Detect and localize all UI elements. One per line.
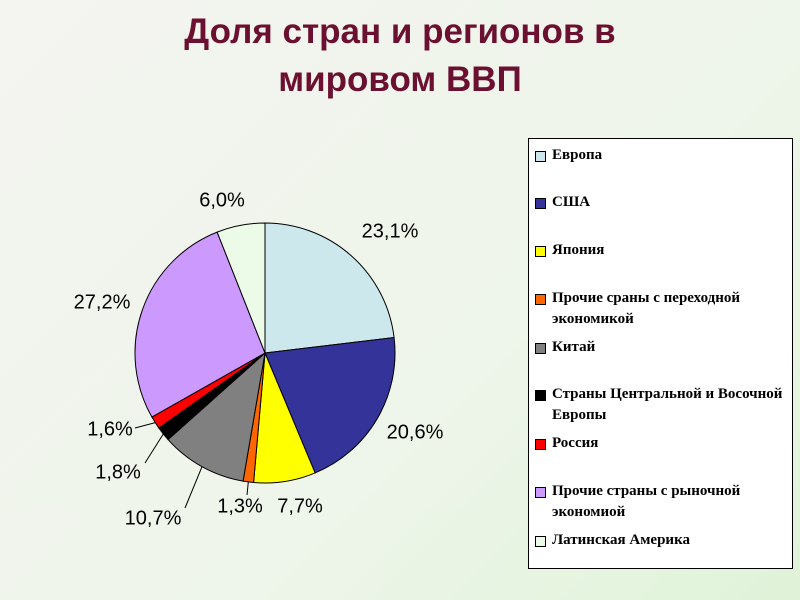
legend-swatch bbox=[535, 439, 546, 450]
legend-label: Европа bbox=[552, 147, 603, 163]
legend-label: Китай bbox=[552, 339, 596, 355]
data-label: 6,0% bbox=[199, 189, 245, 211]
legend-entry: Латинская Америка bbox=[535, 530, 785, 551]
legend-entry: Страны Центральной и Восочной Европы bbox=[535, 384, 785, 426]
legend-swatch bbox=[535, 487, 546, 498]
legend: Европа США Япония Прочие сраны с переходной… bbox=[528, 138, 793, 569]
leader-line bbox=[246, 481, 249, 496]
leader-line bbox=[144, 433, 164, 464]
data-label: 1,3% bbox=[217, 495, 263, 517]
legend-label: США bbox=[552, 194, 591, 210]
data-label: 10,7% bbox=[125, 507, 182, 529]
pie-slice bbox=[134, 231, 266, 418]
data-label: 27,2% bbox=[74, 291, 131, 313]
legend-label: Страны Центральной и Восочной Европы bbox=[552, 386, 783, 423]
legend-entry: Япония bbox=[535, 240, 785, 261]
data-label: 1,6% bbox=[87, 418, 133, 440]
legend-entry: Прочие страны с рыночной экономиой bbox=[535, 481, 785, 523]
pie-slice bbox=[216, 222, 266, 354]
legend-label: Прочие страны с рыночной экономиой bbox=[552, 483, 741, 520]
data-label: 20,6% bbox=[387, 421, 444, 443]
legend-swatch bbox=[535, 294, 546, 305]
legend-swatch bbox=[535, 390, 546, 401]
data-label: 23,1% bbox=[362, 220, 419, 242]
legend-swatch bbox=[535, 343, 546, 354]
legend-label: Россия bbox=[552, 435, 599, 451]
legend-swatch bbox=[535, 151, 546, 162]
legend-entry: Россия bbox=[535, 433, 785, 454]
legend-label: Япония bbox=[552, 242, 605, 258]
leader-line bbox=[184, 466, 203, 509]
leader-line bbox=[134, 422, 156, 429]
legend-entry: США bbox=[535, 192, 785, 213]
pie-slice bbox=[264, 336, 396, 474]
data-label: 7,7% bbox=[277, 495, 323, 517]
legend-entry: Прочие сраны с переходной экономикой bbox=[535, 288, 785, 330]
legend-entry: Европа bbox=[535, 145, 785, 166]
legend-label: Латинская Америка bbox=[552, 532, 690, 548]
legend-label: Прочие сраны с переходной экономикой bbox=[552, 290, 741, 327]
legend-entry: Китай bbox=[535, 337, 785, 358]
pie-slice bbox=[264, 222, 395, 354]
legend-swatch bbox=[535, 246, 546, 257]
legend-swatch bbox=[535, 198, 546, 209]
chart-title: Доля стран и регионов в мировом ВВП bbox=[184, 12, 616, 99]
legend-swatch bbox=[535, 536, 546, 547]
data-label: 1,8% bbox=[95, 461, 141, 483]
